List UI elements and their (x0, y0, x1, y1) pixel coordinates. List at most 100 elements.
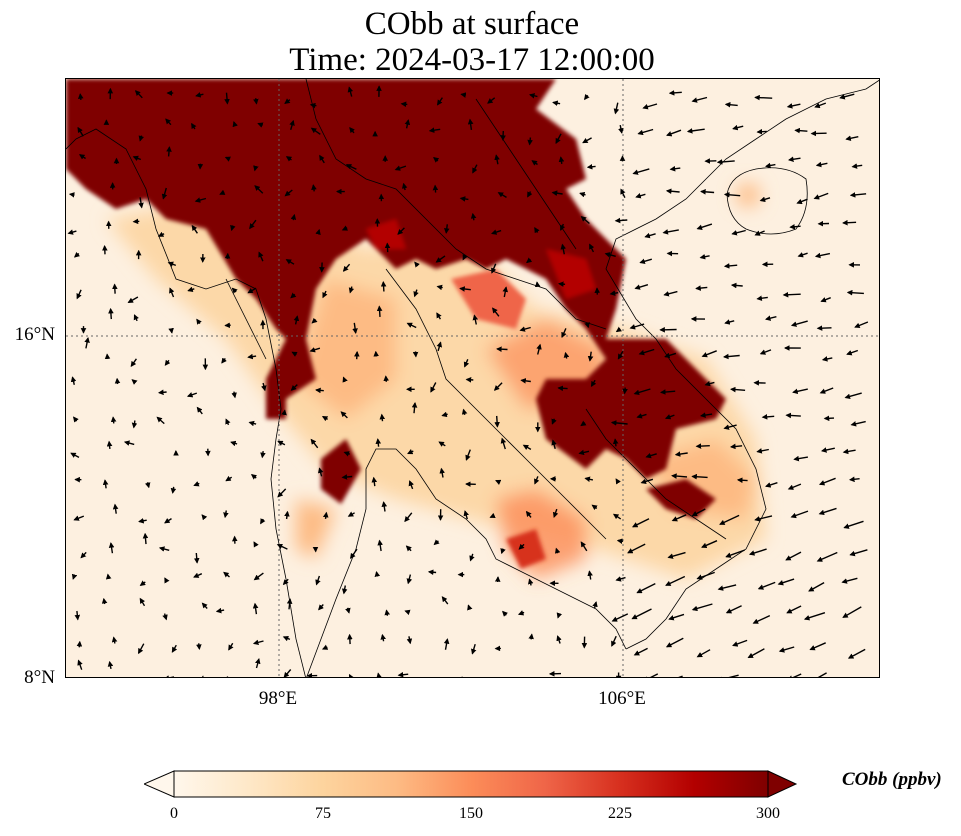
wind-vector (261, 382, 267, 392)
wind-vector (500, 437, 507, 450)
wind-vector (187, 286, 195, 293)
lat-tick-16n: 16°N (14, 324, 55, 345)
wind-vector (342, 263, 351, 272)
wind-vector (558, 156, 565, 165)
wind-vector (716, 159, 735, 165)
wind-vector (196, 406, 203, 415)
wind-vector (191, 224, 198, 234)
wind-vector (818, 477, 836, 486)
wind-vector (723, 424, 737, 430)
wind-vector (816, 325, 832, 331)
wind-vector (319, 154, 325, 164)
wind-vector (380, 633, 386, 642)
wind-vector (164, 359, 171, 366)
wind-vector (219, 189, 226, 195)
wind-vector (315, 387, 324, 394)
wind-vector (790, 320, 808, 327)
wind-vector (724, 319, 735, 325)
wind-vector (430, 382, 437, 393)
wind-vector (842, 606, 862, 618)
wind-vector (130, 358, 137, 368)
wind-vector (70, 376, 77, 385)
wind-vector (311, 184, 317, 192)
wind-vector (816, 551, 838, 562)
wind-vector (701, 350, 717, 358)
wind-vector (309, 102, 317, 109)
wind-vector (580, 420, 587, 427)
wind-vector (254, 185, 264, 194)
wind-vector (114, 377, 121, 385)
wind-vector (436, 284, 443, 291)
wind-vector (587, 351, 594, 362)
wind-vector (627, 543, 646, 554)
wind-vector (252, 602, 259, 615)
wind-vector (164, 518, 172, 524)
wind-vector (127, 296, 139, 304)
wind-vector (642, 673, 659, 677)
wind-vector (489, 512, 496, 519)
wind-vector (615, 326, 622, 333)
wind-vector (536, 343, 542, 355)
wind-vector (631, 518, 650, 528)
wind-vector (230, 440, 238, 447)
wind-vector (580, 541, 588, 552)
wind-vector (699, 253, 710, 260)
wind-vector (380, 280, 387, 292)
wind-vector (793, 455, 809, 462)
wind-vector (195, 92, 204, 98)
wind-vector (193, 552, 200, 564)
wind-vector (590, 379, 597, 388)
wind-vector (612, 438, 619, 447)
wind-vector (138, 135, 145, 142)
wind-vector (341, 474, 353, 480)
wind-vector (662, 229, 679, 235)
wind-vector (347, 511, 355, 517)
wind-vector (517, 610, 525, 616)
wind-vector (494, 154, 500, 165)
wind-vector (787, 673, 802, 677)
wind-vector (665, 637, 684, 648)
wind-vector (604, 252, 616, 258)
wind-vector (615, 576, 626, 582)
wind-vector (587, 570, 593, 580)
wind-vector (671, 473, 688, 479)
wind-vector (291, 351, 298, 357)
wind-vector (584, 93, 590, 101)
wind-vector (317, 467, 324, 477)
wind-vector (493, 382, 503, 391)
wind-vector (611, 613, 629, 622)
wind-vector (580, 215, 590, 225)
wind-vector (414, 261, 420, 268)
wind-vector (76, 640, 83, 648)
wind-vector (817, 672, 827, 677)
wind-vector (232, 121, 238, 128)
wind-vector (665, 188, 680, 195)
wind-vector (778, 646, 795, 653)
wind-vector (342, 376, 348, 383)
wind-vector (787, 483, 802, 490)
wind-vector (463, 510, 469, 520)
wind-vector (73, 416, 79, 423)
wind-vector (556, 635, 562, 644)
wind-vector (138, 197, 144, 209)
wind-vector (435, 255, 446, 263)
wind-vector (167, 261, 177, 267)
wind-vector (139, 580, 146, 586)
wind-vector (277, 440, 286, 446)
wind-vector (635, 193, 646, 199)
wind-vector (347, 86, 354, 97)
wind-vector (469, 553, 475, 562)
wind-vector (78, 154, 86, 160)
wind-vector (286, 598, 293, 610)
wind-vector (520, 378, 531, 384)
wind-vector (224, 156, 232, 162)
wind-vector (257, 122, 264, 128)
wind-vector (642, 103, 658, 110)
wind-vector (405, 545, 412, 552)
wind-vector (582, 137, 592, 144)
wind-vector (813, 192, 829, 200)
wind-vector (161, 187, 168, 200)
wind-vector (534, 281, 541, 288)
wind-vector (491, 263, 497, 274)
wind-vector (843, 520, 864, 529)
